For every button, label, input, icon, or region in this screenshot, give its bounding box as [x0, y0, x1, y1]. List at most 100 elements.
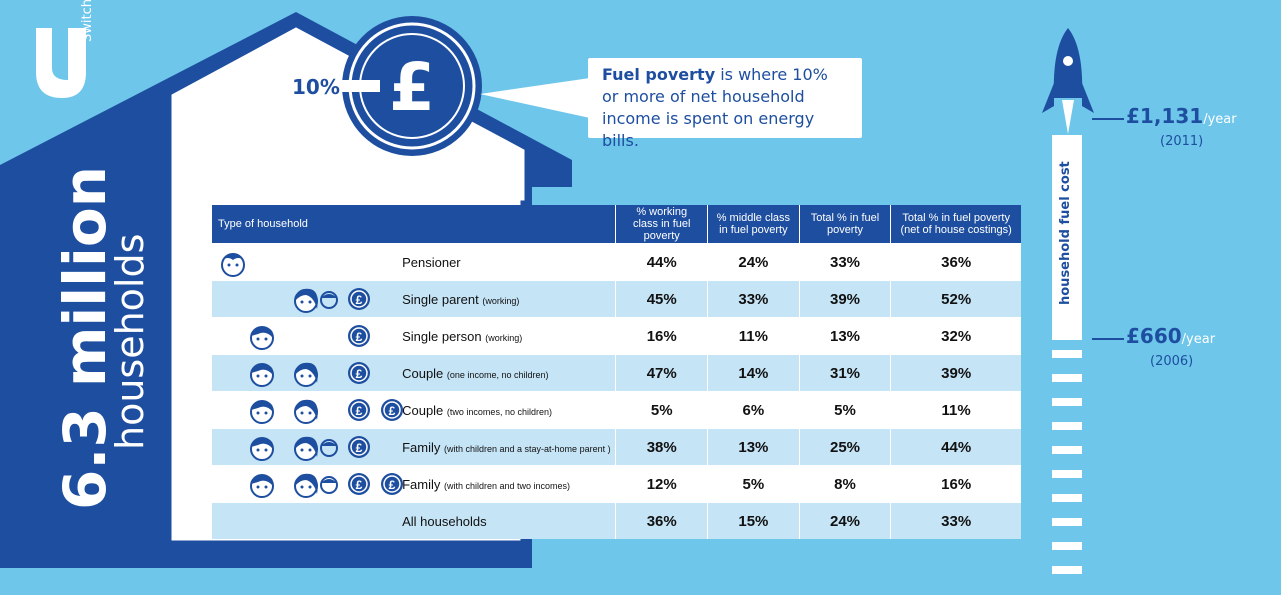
- percent-cell: 12%: [615, 465, 708, 503]
- percent-cell: 8%: [798, 465, 891, 503]
- table-row: Pensioner 44% 24% 33% 36%: [212, 243, 1021, 282]
- svg-text:£: £: [356, 367, 363, 381]
- pound-coin-icon: £: [380, 398, 404, 426]
- percent-cell: 33%: [707, 280, 800, 318]
- table-row: £ Family (with children and a stay-at-hom…: [212, 428, 1021, 466]
- high-tick: [1092, 118, 1124, 120]
- fuel-stripe: [1052, 518, 1082, 526]
- percent-cell: 25%: [798, 428, 891, 466]
- person-icon: [292, 287, 320, 317]
- percent-cell: 44%: [890, 428, 1021, 466]
- households-number: 6.3 million: [51, 165, 119, 510]
- household-icons: £: [212, 280, 397, 318]
- percent-cell: 44%: [615, 243, 708, 281]
- percent-cell: 16%: [890, 465, 1021, 503]
- percent-cell: 24%: [707, 243, 800, 281]
- table-row: £ Single parent (working) 45% 33% 39% 52%: [212, 280, 1021, 318]
- pound-coin-icon: £: [380, 472, 404, 500]
- percent-cell: 11%: [890, 391, 1021, 429]
- fuel-cost-label: household fuel cost: [1058, 161, 1073, 305]
- pound-coin-icon: £: [347, 472, 371, 500]
- household-label: Family: [402, 476, 441, 492]
- fuel-stripe: [1052, 494, 1082, 502]
- household-icons: £: [212, 354, 397, 392]
- percent-cell: 31%: [798, 354, 891, 392]
- percent-cell: 5%: [798, 391, 891, 429]
- svg-text:£: £: [356, 404, 363, 418]
- header-total: Total % in fuel poverty: [798, 205, 891, 244]
- svg-text:£: £: [389, 404, 396, 418]
- svg-text:£: £: [389, 478, 396, 492]
- svg-text:£: £: [356, 478, 363, 492]
- percent-cell: 38%: [615, 428, 708, 466]
- household-label: All households: [402, 513, 487, 529]
- person-icon: [248, 472, 276, 502]
- person-icon: [218, 250, 248, 282]
- percent-cell: 16%: [615, 317, 708, 355]
- household-label: Couple: [402, 365, 444, 381]
- pound-coin-icon: £: [347, 287, 371, 315]
- high-year: (2011): [1160, 134, 1204, 149]
- header-middle: % middle class in fuel poverty: [707, 205, 800, 244]
- svg-text:£: £: [356, 330, 363, 344]
- percent-cell: 32%: [890, 317, 1021, 355]
- person-icon: [248, 398, 276, 428]
- person-icon: [292, 472, 320, 502]
- header-net: Total % in fuel poverty (net of house co…: [890, 205, 1021, 244]
- household-note: (one income, no children): [446, 369, 549, 380]
- percent-cell: 39%: [798, 280, 891, 318]
- household-icons: £ £: [212, 391, 403, 429]
- person-icon: [248, 324, 276, 354]
- table-header: Type of household % working class in fue…: [212, 205, 1021, 244]
- household-label: Couple: [402, 402, 444, 418]
- households-unit: households: [108, 233, 152, 450]
- person-icon: [292, 361, 320, 391]
- low-tick: [1092, 338, 1124, 340]
- pound-coin-icon: £: [340, 16, 482, 156]
- baby-icon: [317, 435, 341, 463]
- household-icons: [212, 502, 397, 539]
- header-type: Type of household: [212, 205, 616, 244]
- percent-cell: 47%: [615, 354, 708, 392]
- percent-cell: 52%: [890, 280, 1021, 318]
- percent-cell: 6%: [707, 391, 800, 429]
- definition-text: is where 10% or more of net household in…: [602, 65, 828, 150]
- household-name: Single parent (working): [396, 280, 616, 318]
- definition-bubble: Fuel poverty is where 10% or more of net…: [588, 58, 862, 150]
- percent-cell: 15%: [707, 502, 800, 539]
- person-icon: [248, 361, 276, 391]
- percent-cell: 33%: [890, 502, 1021, 539]
- table-row: All households 36% 15% 24% 33%: [212, 502, 1021, 539]
- percent-cell: 14%: [707, 354, 800, 392]
- fuel-cost-bar: [1052, 135, 1082, 340]
- household-name: Pensioner: [396, 243, 616, 281]
- percent-cell: 36%: [615, 502, 708, 539]
- baby-icon: [317, 287, 341, 315]
- percent-cell: 13%: [707, 428, 800, 466]
- pound-coin-icon: £: [347, 398, 371, 426]
- rocket-icon: [1042, 28, 1094, 134]
- low-price: £660/year: [1126, 324, 1216, 348]
- household-note: (with children and a stay-at-home parent…: [444, 443, 611, 454]
- percent-cell: 13%: [798, 317, 891, 355]
- svg-text:£: £: [356, 293, 363, 307]
- household-name: Single person (working): [396, 317, 616, 355]
- fuel-stripe: [1052, 422, 1082, 430]
- person-icon: [292, 398, 320, 428]
- household-label: Pensioner: [402, 254, 461, 270]
- fuel-stripe: [1052, 566, 1082, 574]
- fuel-stripe: [1052, 470, 1082, 478]
- svg-text:£: £: [356, 441, 363, 455]
- household-note: (two incomes, no children): [446, 406, 552, 417]
- fuel-stripe: [1052, 398, 1082, 406]
- percent-cell: 39%: [890, 354, 1021, 392]
- household-note: (with children and two incomes): [444, 480, 571, 491]
- household-icons: [212, 243, 397, 282]
- fuel-stripe: [1052, 446, 1082, 454]
- table-row: £ £ Couple (two incomes, no children) 5% 6% 5…: [212, 391, 1021, 429]
- household-name: Couple (one income, no children): [396, 354, 616, 392]
- fuel-poverty-table: Type of household % working class in fue…: [212, 205, 1021, 539]
- household-icons: £: [212, 428, 397, 466]
- fuel-stripe: [1052, 542, 1082, 550]
- baby-icon: [317, 472, 341, 500]
